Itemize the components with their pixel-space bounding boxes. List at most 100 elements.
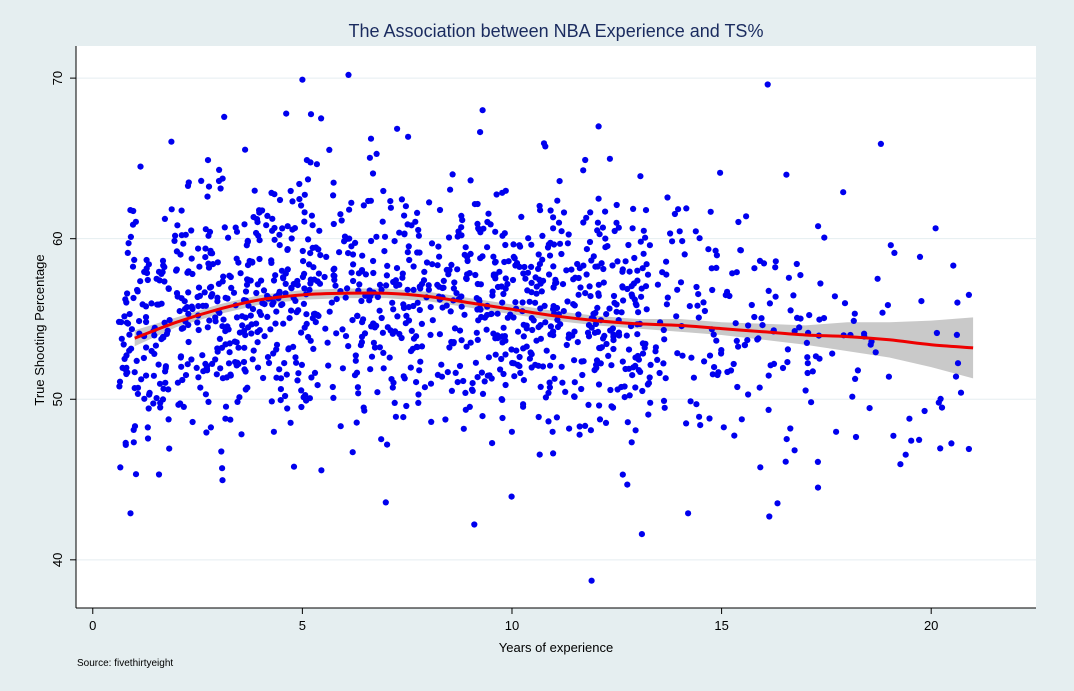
scatter-point [498,283,505,290]
scatter-point [360,404,367,411]
scatter-point [735,218,742,226]
scatter-point [288,235,295,242]
scatter-point [287,187,294,195]
scatter-point [765,287,772,294]
scatter-point [276,231,283,238]
scatter-point [492,351,499,358]
scatter-point [277,397,284,404]
scatter-point [333,296,340,303]
scatter-point [797,315,804,322]
scatter-point [458,303,465,310]
scatter-point [324,339,331,346]
scatter-point [474,200,481,208]
scatter-point [214,294,221,301]
scatter-point [583,246,591,253]
scatter-point [897,461,904,468]
scatter-point [594,328,602,335]
scatter-point [342,294,349,301]
scatter-point [463,275,470,283]
scatter-point [624,481,631,488]
scatter-point [688,354,695,361]
scatter-point [378,286,385,293]
scatter-point [559,281,567,288]
scatter-point [791,447,798,454]
scatter-point [710,331,717,338]
scatter-point [467,250,474,257]
scatter-point [273,341,281,348]
scatter-point [184,182,192,189]
scatter-point [217,185,224,192]
scatter-point [553,279,560,286]
scatter-point [609,404,617,411]
scatter-point [131,369,138,376]
scatter-point [965,445,973,453]
scatter-point [525,235,532,242]
scatter-point [222,403,230,410]
scatter-point [510,241,517,248]
x-axis-label: Years of experience [499,640,613,655]
scatter-point [379,218,386,225]
scatter-point [358,267,366,274]
scatter-point [595,195,602,202]
scatter-point [954,299,961,306]
scatter-point [524,269,532,276]
scatter-point [639,265,646,272]
scatter-point [144,276,151,284]
scatter-point [204,324,211,331]
scatter-point [428,240,436,247]
scatter-point [785,274,793,281]
scatter-point [546,384,554,391]
scatter-point [586,238,594,246]
scatter-point [696,413,703,420]
scatter-point [460,425,467,432]
scatter-point [779,364,787,372]
chart-title: The Association between NBA Experience a… [349,21,764,41]
scatter-point [225,234,232,241]
scatter-point [251,187,258,194]
scatter-point [669,238,676,245]
scatter-point [326,308,333,315]
scatter-point [366,297,373,304]
scatter-point [241,344,248,351]
scatter-point [269,227,276,234]
scatter-point [706,415,713,422]
scatter-point [452,369,459,376]
scatter-point [185,338,192,346]
scatter-point [782,458,789,465]
scatter-point [745,322,752,329]
scatter-point [469,380,476,387]
scatter-point [415,399,422,406]
scatter-point [583,271,590,278]
scatter-point [709,286,716,294]
scatter-point [174,293,181,300]
scatter-point [391,238,398,245]
scatter-point [619,268,626,275]
scatter-point [418,343,426,350]
scatter-point [624,285,631,293]
scatter-point [849,393,856,400]
scatter-point [519,299,526,306]
scatter-point [298,387,305,394]
scatter-point [242,146,249,153]
scatter-point [134,288,141,295]
scatter-point [535,251,542,258]
scatter-point [195,245,202,252]
scatter-point [694,302,701,309]
scatter-point [404,249,411,256]
scatter-point [349,317,356,324]
scatter-point [784,359,791,366]
scatter-point [458,224,465,231]
scatter-point [277,375,285,382]
scatter-point [877,140,885,147]
scatter-point [626,268,633,275]
scatter-point [467,177,474,184]
scatter-point [231,338,238,345]
scatter-point [237,270,244,277]
scatter-point [556,178,563,185]
scatter-point [260,287,268,294]
scatter-point [632,384,639,391]
scatter-point [279,301,286,308]
scatter-point [303,311,310,318]
scatter-point [403,312,410,319]
scatter-point [177,354,184,361]
